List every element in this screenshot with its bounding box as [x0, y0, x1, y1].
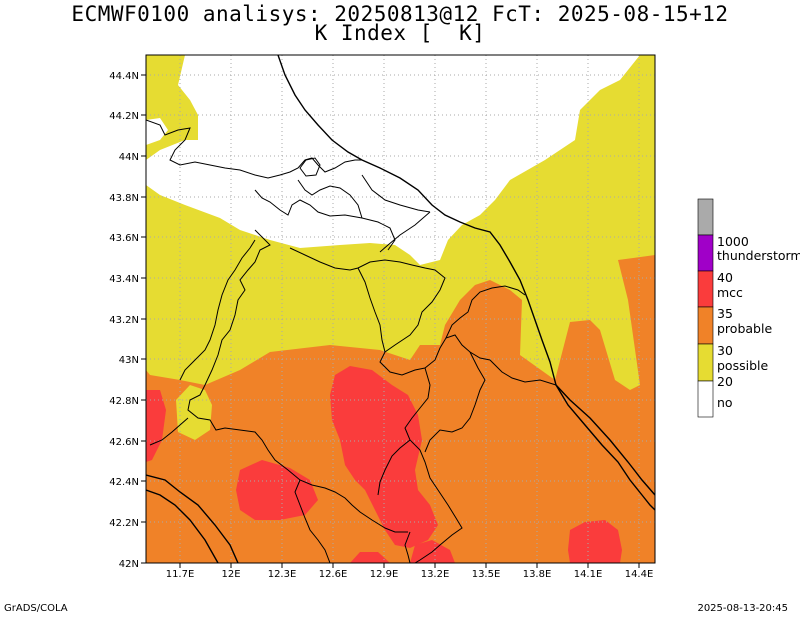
lon-label: 12.6E: [319, 569, 348, 580]
lat-label: 42N: [119, 559, 139, 570]
legend-label: thunderstorm: [717, 248, 800, 263]
region-mcc-se: [568, 520, 622, 563]
lon-label: 14.1E: [574, 569, 603, 580]
lat-label: 42.4N: [109, 477, 139, 488]
legend-box-thunderstorm: [697, 234, 714, 272]
region-mcc-sw: [236, 460, 318, 520]
lat-label: 43.8N: [109, 193, 139, 204]
map-subtitle: K Index [ K]: [314, 21, 486, 45]
lat-label: 44N: [119, 152, 139, 163]
legend-box-probable: [697, 306, 714, 345]
lat-label: 44.4N: [109, 71, 139, 82]
tick-marks: [141, 74, 640, 568]
lat-label: 43.4N: [109, 274, 139, 285]
legend-label: mcc: [717, 285, 743, 300]
lat-label: 42.8N: [109, 396, 139, 407]
legend-box-no: [697, 380, 714, 418]
map-title: ECMWF0100 analisys: 20250813@12 FcT: 202…: [71, 2, 729, 26]
legend-label: possible: [717, 358, 768, 373]
footer-credit: GrADS/COLA: [4, 603, 68, 614]
legend-threshold: 40: [717, 270, 733, 285]
legend-threshold: 30: [717, 343, 733, 358]
lon-label: 13.8E: [523, 569, 552, 580]
lon-label: 12.3E: [268, 569, 297, 580]
lat-label: 43.2N: [109, 315, 139, 326]
legend-label: no: [717, 395, 733, 410]
lon-label: 14.4E: [625, 569, 654, 580]
region-no: [146, 55, 640, 265]
legend-label: probable: [717, 321, 772, 336]
lat-label: 43N: [119, 355, 139, 366]
coastline: [146, 55, 655, 563]
region-possible-west: [176, 385, 212, 440]
lake-outline: [299, 157, 321, 177]
region-mcc-central: [330, 366, 438, 548]
region-no-west: [146, 118, 168, 145]
lat-label: 42.6N: [109, 437, 139, 448]
lat-label: 42.2N: [109, 518, 139, 529]
footer-timestamp: 2025-08-13-20:45: [697, 603, 788, 614]
k-index-field: [146, 55, 655, 563]
legend-box-mcc: [697, 270, 714, 308]
lat-label: 44.2N: [109, 111, 139, 122]
legend-threshold: 35: [717, 306, 733, 321]
lat-label: 43.6N: [109, 233, 139, 244]
legend-threshold: 1000: [717, 234, 749, 249]
region-mcc-south: [350, 552, 390, 563]
region-mcc-west: [146, 390, 166, 462]
lat-labels: 42N 42.2N 42.4N 42.6N 42.8N 43N 43.2N 43…: [109, 71, 139, 570]
lon-label: 11.7E: [166, 569, 195, 580]
legend-box-possible: [697, 343, 714, 382]
legend-box-undef: [697, 198, 714, 236]
lon-label: 13.5E: [472, 569, 501, 580]
region-borders: [146, 119, 557, 563]
lon-labels: 11.7E 12E 12.3E 12.6E 12.9E 13.2E 13.5E …: [166, 569, 654, 580]
lon-label: 13.2E: [421, 569, 450, 580]
plot-frame: [145, 54, 656, 564]
color-legend: 1000 thunderstorm 40 mcc 35 probable 30 …: [697, 198, 800, 418]
legend-threshold: 20: [717, 374, 733, 389]
lon-label: 12E: [221, 569, 240, 580]
lon-label: 12.9E: [370, 569, 399, 580]
